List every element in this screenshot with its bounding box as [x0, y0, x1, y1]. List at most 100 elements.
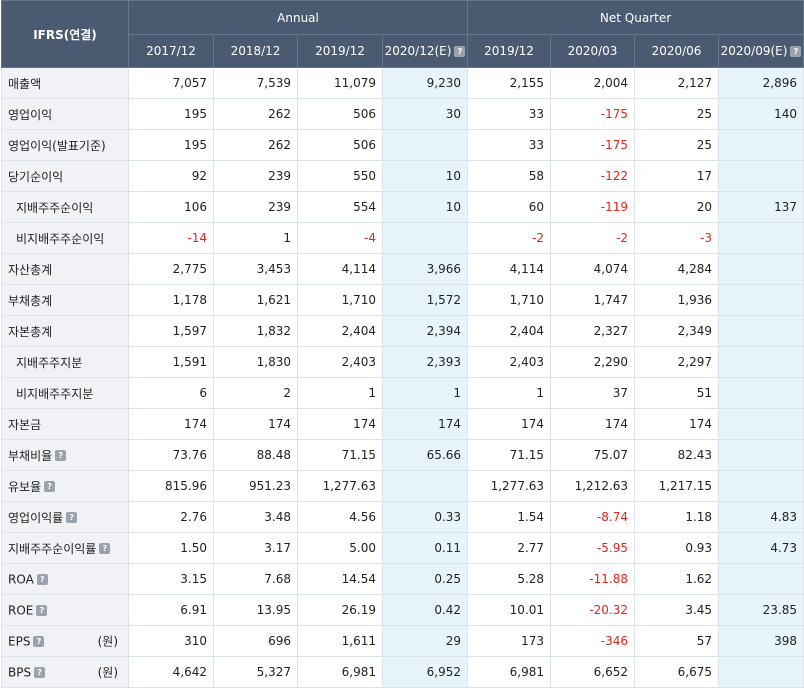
- value-cell: 5.28: [467, 563, 552, 595]
- question-mark-icon[interactable]: ?: [36, 604, 48, 616]
- value-cell: 3.48: [213, 501, 298, 533]
- value-cell: 1,830: [213, 346, 298, 378]
- value-cell: -122: [550, 160, 636, 192]
- row-label-cell: 지배주주순이익: [1, 191, 129, 223]
- question-mark-icon[interactable]: ?: [36, 573, 48, 585]
- value-cell: 75.07: [550, 439, 636, 471]
- value-cell: 3,453: [213, 253, 298, 285]
- value-cell: 1,597: [128, 315, 214, 347]
- value-cell: 0.93: [634, 532, 720, 564]
- table-row: 영업이익(발표기준) 195 262 506 33 -175 25: [1, 129, 804, 161]
- table-row: 비지배주주순이익 -14 1 -4 -2 -2 -3: [1, 222, 804, 254]
- value-cell: 2,393: [381, 346, 469, 378]
- value-cell: 71.15: [297, 439, 383, 471]
- table-row: 매출액 7,057 7,539 11,079 9,230 2,155 2,004 2,127 2…: [1, 67, 804, 99]
- value-cell: [718, 129, 804, 161]
- value-cell: [381, 129, 469, 161]
- table-row: 자산총계 2,775 3,453 4,114 3,966 4,114 4,074 4,284: [1, 253, 804, 285]
- value-cell: 1.50: [128, 532, 214, 564]
- value-cell: 1: [381, 377, 469, 409]
- period-header: 2018/12: [213, 34, 298, 68]
- value-cell: 1,217.15: [634, 470, 720, 502]
- value-cell: 262: [213, 129, 298, 161]
- period-header: 2019/12: [467, 34, 552, 68]
- row-label-cell: ROA?: [1, 563, 129, 595]
- value-cell: 1,832: [213, 315, 298, 347]
- table-row: BPS? (원) 4,642 5,327 6,981 6,952 6,981 6,652 6,6…: [1, 656, 804, 688]
- row-label: 자산총계: [8, 262, 53, 277]
- value-cell: 58: [467, 160, 552, 192]
- value-cell: 10.01: [467, 594, 552, 626]
- value-cell: 2,155: [467, 67, 552, 99]
- value-cell: -11.88: [550, 563, 636, 595]
- value-cell: 106: [128, 191, 214, 223]
- value-cell: 174: [467, 408, 552, 440]
- value-cell: 7,057: [128, 67, 214, 99]
- value-cell: 0.42: [381, 594, 469, 626]
- value-cell: 554: [297, 191, 383, 223]
- question-mark-icon[interactable]: ?: [44, 480, 56, 492]
- row-label: 자본금: [8, 417, 42, 432]
- row-label-cell: 자본총계: [1, 315, 129, 347]
- question-mark-icon[interactable]: ?: [99, 542, 111, 554]
- value-cell: 37: [550, 377, 636, 409]
- value-cell: 4,074: [550, 253, 636, 285]
- row-label-cell: 당기순이익: [1, 160, 129, 192]
- value-cell: 506: [297, 98, 383, 130]
- value-cell: 195: [128, 129, 214, 161]
- question-mark-icon[interactable]: ?: [454, 46, 466, 57]
- value-cell: 6,652: [550, 656, 636, 688]
- row-label: 영업이익(발표기준): [8, 138, 106, 153]
- value-cell: 2,896: [718, 67, 804, 99]
- row-label: 영업이익: [8, 107, 53, 122]
- value-cell: 398: [718, 625, 804, 657]
- value-cell: 92: [128, 160, 214, 192]
- value-cell: 11,079: [297, 67, 383, 99]
- value-cell: 4,284: [634, 253, 720, 285]
- value-cell: 262: [213, 98, 298, 130]
- value-cell: 2,404: [297, 315, 383, 347]
- question-mark-icon[interactable]: ?: [790, 46, 802, 57]
- value-cell: 33: [467, 98, 552, 130]
- value-cell: 82.43: [634, 439, 720, 471]
- value-cell: 1,747: [550, 284, 636, 316]
- row-label-cell: 비지배주주순이익: [1, 222, 129, 254]
- row-label-cell: 자산총계: [1, 253, 129, 285]
- row-label-cell: 비지배주주지분: [1, 377, 129, 409]
- value-cell: [718, 222, 804, 254]
- question-mark-icon[interactable]: ?: [34, 666, 46, 678]
- table-row: 유보율? 815.96 951.23 1,277.63 1,277.63 1,212.63…: [1, 470, 804, 502]
- value-cell: 951.23: [213, 470, 298, 502]
- value-cell: [381, 470, 469, 502]
- value-cell: [381, 222, 469, 254]
- value-cell: -175: [550, 129, 636, 161]
- value-cell: -346: [550, 625, 636, 657]
- row-label: BPS: [8, 665, 32, 680]
- value-cell: 174: [213, 408, 298, 440]
- question-mark-icon[interactable]: ?: [33, 635, 45, 647]
- question-mark-icon[interactable]: ?: [66, 511, 78, 523]
- value-cell: 10: [381, 160, 469, 192]
- value-cell: [718, 439, 804, 471]
- row-label: 지배주주지분: [16, 355, 83, 370]
- value-cell: 57: [634, 625, 720, 657]
- value-cell: 14.54: [297, 563, 383, 595]
- value-cell: 1.18: [634, 501, 720, 533]
- value-cell: 4.73: [718, 532, 804, 564]
- row-label: 유보율: [8, 479, 42, 494]
- value-cell: 17: [634, 160, 720, 192]
- value-cell: [718, 563, 804, 595]
- row-label: ROA: [8, 572, 34, 587]
- value-cell: 2: [213, 377, 298, 409]
- value-cell: 6,952: [381, 656, 469, 688]
- value-cell: 2,297: [634, 346, 720, 378]
- table-row: ROE? 6.91 13.95 26.19 0.42 10.01 -20.32 3.45 23.…: [1, 594, 804, 626]
- value-cell: 174: [381, 408, 469, 440]
- value-cell: 73.76: [128, 439, 214, 471]
- value-cell: -2: [467, 222, 552, 254]
- table-row: 부채비율? 73.76 88.48 71.15 65.66 71.15 75.07 82.43: [1, 439, 804, 471]
- row-label-cell: ROE?: [1, 594, 129, 626]
- row-label: 매출액: [8, 76, 42, 91]
- question-mark-icon[interactable]: ?: [55, 449, 67, 461]
- value-cell: -119: [550, 191, 636, 223]
